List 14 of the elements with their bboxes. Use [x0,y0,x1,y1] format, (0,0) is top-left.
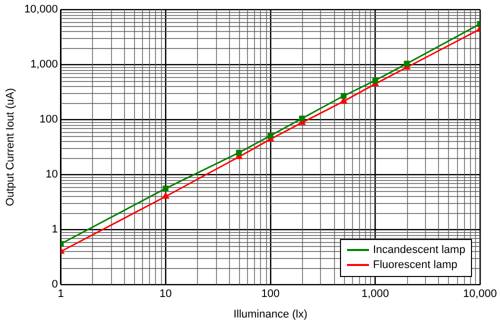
y-tick-label: 10 [46,168,58,181]
y-tick-label: 100 [39,114,58,126]
y-tick-label: 1,000 [30,58,58,71]
y-tick-label: 10,000 [24,4,58,16]
y-tick-label: 0 [52,278,58,291]
y-axis-title: Output Current Iout (uA) [4,88,17,206]
legend-label: Incandescent lamp [373,242,466,258]
legend-label: Fluorescent lamp [373,258,458,273]
x-tick-label: 1,000 [361,288,389,300]
x-tick-label: 10 [160,288,172,300]
y-tick-label: 1 [52,224,58,236]
x-tick-label: 10,000 [463,288,497,300]
x-axis-title: Illuminance (lx) [233,308,308,320]
x-tick-label: 100 [261,288,280,300]
